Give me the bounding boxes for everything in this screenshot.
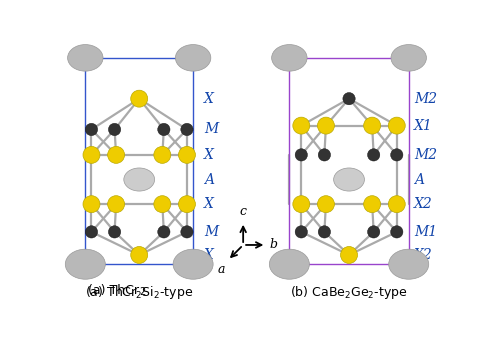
Ellipse shape — [83, 196, 100, 213]
Ellipse shape — [108, 196, 124, 213]
Ellipse shape — [295, 226, 308, 238]
Text: X: X — [204, 92, 214, 106]
Text: b: b — [270, 238, 278, 251]
Ellipse shape — [340, 247, 357, 264]
Ellipse shape — [130, 247, 148, 264]
Ellipse shape — [173, 249, 213, 279]
Ellipse shape — [86, 123, 98, 136]
Text: X: X — [204, 197, 214, 211]
Text: c: c — [240, 205, 246, 218]
Text: A: A — [414, 173, 424, 187]
Ellipse shape — [158, 123, 170, 136]
Ellipse shape — [295, 149, 308, 161]
Ellipse shape — [158, 226, 170, 238]
Ellipse shape — [124, 168, 154, 191]
Ellipse shape — [390, 226, 403, 238]
Text: M: M — [204, 122, 218, 136]
Text: (b) CaBe$_\mathregular{2}$Ge$_\mathregular{2}$-type: (b) CaBe$_\mathregular{2}$Ge$_\mathregul… — [290, 284, 408, 301]
Ellipse shape — [181, 226, 193, 238]
Ellipse shape — [388, 249, 428, 279]
Text: A: A — [204, 173, 214, 187]
Text: M1: M1 — [414, 225, 437, 239]
Text: (a) ThCr$_\mathregular{2}$Si$_\mathregular{2}$-type: (a) ThCr$_\mathregular{2}$Si$_\mathregul… — [85, 284, 194, 301]
Text: X1: X1 — [414, 119, 433, 133]
Ellipse shape — [272, 45, 307, 71]
Text: X2: X2 — [414, 197, 433, 211]
Ellipse shape — [176, 45, 211, 71]
Ellipse shape — [364, 117, 380, 134]
Ellipse shape — [388, 117, 405, 134]
Text: X: X — [204, 148, 214, 162]
Text: a: a — [217, 264, 224, 277]
Ellipse shape — [334, 168, 364, 191]
Ellipse shape — [391, 45, 426, 71]
Ellipse shape — [318, 117, 334, 134]
Ellipse shape — [108, 123, 120, 136]
Ellipse shape — [388, 196, 405, 213]
Ellipse shape — [178, 196, 196, 213]
Text: 2: 2 — [139, 286, 145, 297]
Ellipse shape — [293, 196, 310, 213]
Ellipse shape — [390, 149, 403, 161]
Ellipse shape — [83, 146, 100, 163]
Ellipse shape — [66, 249, 106, 279]
Text: M2: M2 — [414, 148, 437, 162]
Ellipse shape — [108, 146, 124, 163]
Text: M2: M2 — [414, 92, 437, 106]
Ellipse shape — [364, 196, 380, 213]
Ellipse shape — [368, 149, 380, 161]
Ellipse shape — [154, 146, 171, 163]
Ellipse shape — [318, 226, 330, 238]
Ellipse shape — [318, 196, 334, 213]
Ellipse shape — [108, 226, 120, 238]
Text: X2: X2 — [414, 248, 433, 262]
Text: (a) ThCr: (a) ThCr — [88, 284, 139, 297]
Ellipse shape — [318, 149, 330, 161]
Text: X: X — [204, 248, 214, 262]
Ellipse shape — [181, 123, 193, 136]
Ellipse shape — [293, 117, 310, 134]
Ellipse shape — [343, 92, 355, 105]
Ellipse shape — [86, 226, 98, 238]
Text: c: c — [89, 255, 94, 264]
Ellipse shape — [130, 90, 148, 107]
Ellipse shape — [178, 146, 196, 163]
Ellipse shape — [368, 226, 380, 238]
Text: M: M — [204, 225, 218, 239]
Ellipse shape — [68, 45, 103, 71]
Ellipse shape — [270, 249, 310, 279]
Ellipse shape — [154, 196, 171, 213]
